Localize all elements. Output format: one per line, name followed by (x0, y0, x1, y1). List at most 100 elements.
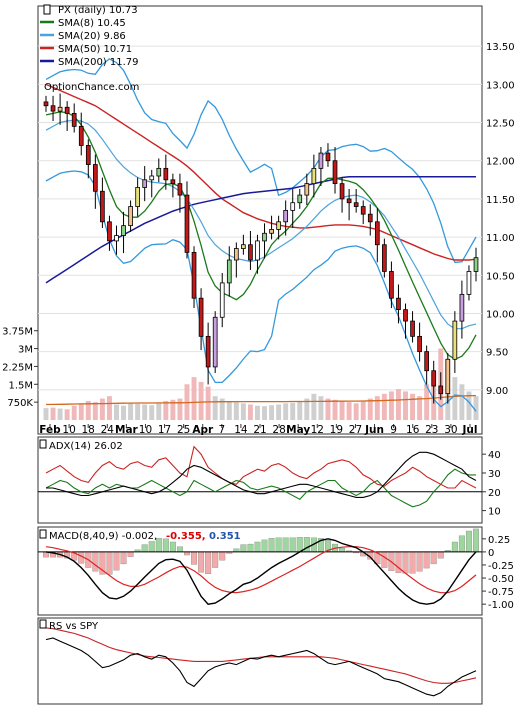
date-tick-label: 10 (139, 424, 152, 436)
candle-body (382, 244, 387, 272)
macd-histogram-bar (268, 538, 275, 553)
candle-body (473, 257, 479, 272)
rs-title: RS vs SPY (49, 621, 99, 632)
volume-bar (318, 396, 324, 420)
candle-body (325, 152, 331, 162)
macd-tick-label: -0.50 (488, 574, 514, 585)
candle-body (128, 206, 133, 227)
macd-histogram-bar (148, 541, 155, 553)
adx-series-line (45, 445, 477, 489)
macd-histogram-bar (416, 551, 423, 572)
lower-band-line (45, 170, 477, 412)
volume-bar (388, 391, 394, 420)
macd-histogram-bar (458, 535, 465, 553)
macd-tick-label: -1.00 (488, 600, 514, 611)
price-tick-label: 10.50 (486, 271, 515, 282)
date-tick-label: 17 (158, 424, 171, 436)
macd-histogram-bar (141, 544, 148, 553)
legend-entry: SMA(8) 10.45 (58, 18, 126, 29)
macd-histogram-bar (198, 551, 205, 573)
date-x-axis: Feb 10 18 24 Mar 10 17 25 Apr 7 14 21 28 May 12 19 27 Jun… (39, 424, 477, 436)
volume-bar (283, 403, 289, 420)
volume-bar (219, 398, 225, 420)
candle-body (367, 213, 373, 223)
volume-bar (170, 399, 176, 420)
macd-tick-label: -0.25 (488, 561, 514, 572)
price-tick-label: 13.00 (486, 80, 515, 91)
candle-body (219, 282, 225, 318)
volume-bar (177, 398, 183, 420)
date-tick-label: 28 (272, 424, 285, 436)
adx-tick-label: 30 (488, 469, 501, 480)
date-tick-label: Jun (364, 424, 384, 436)
macd-histogram-bar (106, 551, 113, 575)
candle-body (71, 112, 77, 127)
volume-bar (156, 403, 162, 420)
legend-entry: SMA(50) 10.71 (58, 44, 132, 55)
price-y-axis: 13.50 13.00 12.50 12.00 11.50 11.00 10.50 10.00… (486, 42, 515, 397)
price-tick-label: 11.50 (486, 195, 515, 206)
candle-body (163, 167, 169, 181)
candle-body (184, 194, 190, 253)
rs-legend-swatch (39, 619, 47, 629)
date-tick-label: 10 (62, 424, 75, 436)
volume-bar (106, 396, 112, 420)
macd-histogram-bar (402, 551, 409, 574)
date-tick-label: 14 (234, 424, 248, 436)
volume-bar (276, 404, 282, 420)
adx-tick-label: 10 (488, 507, 501, 518)
candle-body (100, 190, 105, 223)
date-tick-label: 12 (311, 424, 324, 436)
candle-body (149, 175, 155, 181)
candle-body (283, 209, 289, 223)
macd-tick-label: 0 (488, 548, 494, 559)
date-tick-label: 19 (330, 424, 343, 436)
macd-histogram-bar (303, 537, 310, 553)
volume-tick-label: 2.25M (2, 362, 33, 373)
volume-bar (121, 405, 127, 420)
candle-body (170, 179, 176, 185)
candle-body (318, 152, 324, 169)
volume-bar (205, 386, 211, 420)
volume-bars (43, 348, 479, 420)
volume-bar (374, 396, 380, 420)
macd-histogram-bar (423, 551, 430, 569)
volume-bar (262, 406, 267, 420)
candle-body (85, 145, 91, 165)
volume-bar (353, 403, 359, 420)
volume-bar (85, 400, 91, 420)
volume-bar (417, 396, 423, 420)
date-tick-label: 23 (425, 424, 438, 436)
candle-body (311, 167, 317, 185)
volume-tick-label: 3M (18, 345, 33, 356)
adx-panel-frame (37, 436, 483, 524)
macd-tick-label: 0.25 (488, 535, 510, 546)
macd-histogram-bar (92, 551, 99, 572)
legend-entry: SMA(20) 9.86 (58, 31, 126, 42)
volume-bar (346, 402, 352, 420)
candle-body (107, 221, 112, 242)
volume-bar (424, 384, 430, 420)
legend-candle-swatch (43, 4, 51, 15)
candle-body (396, 297, 401, 311)
rs-series-line (45, 627, 477, 684)
macd-line (45, 538, 477, 605)
volume-bar (410, 393, 416, 420)
date-tick-label: 27 (349, 424, 362, 436)
volume-bar (381, 393, 387, 420)
macd-tick-label: -0.75 (488, 587, 514, 598)
price-tick-label: 10.00 (486, 309, 515, 320)
macd-histogram-bar (437, 551, 444, 559)
macd-legend-swatch (39, 529, 47, 539)
volume-bar (403, 391, 408, 420)
sma20-line (45, 119, 477, 330)
candle-body (389, 271, 394, 299)
candle-body (93, 164, 98, 192)
volume-bar (395, 389, 401, 420)
volume-bar (452, 377, 458, 420)
rs-panel-frame (37, 617, 483, 705)
volume-bar (459, 384, 465, 420)
volume-bar (142, 404, 148, 420)
candle-body (304, 183, 310, 196)
volume-bar (114, 404, 119, 420)
